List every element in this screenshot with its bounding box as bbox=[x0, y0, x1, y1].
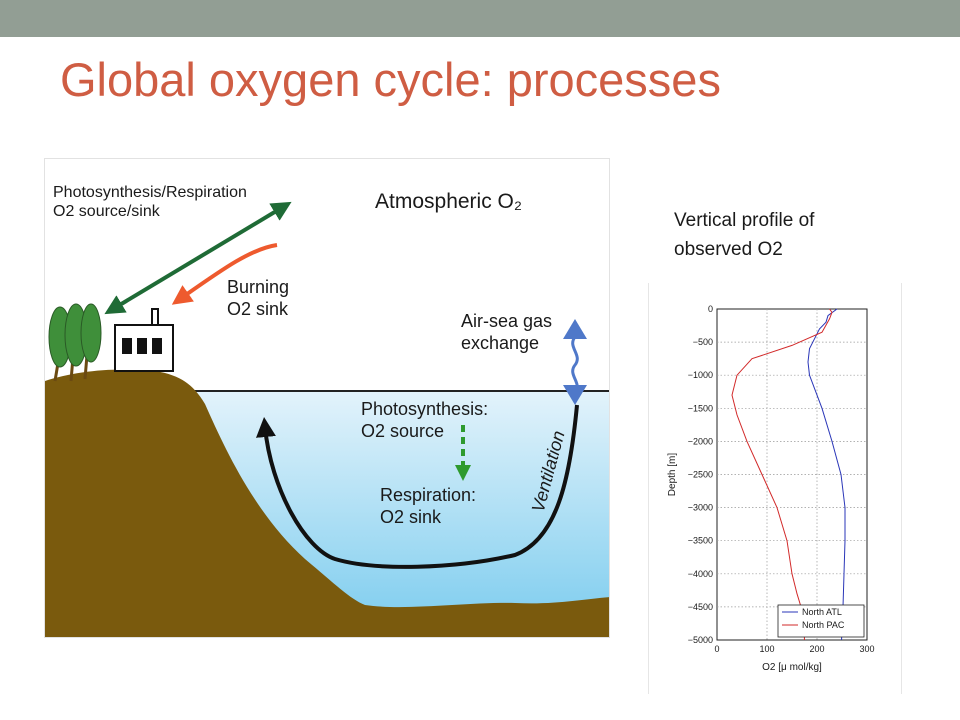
profile-caption: Vertical profile of observed O2 bbox=[674, 206, 814, 264]
diagram-canvas bbox=[45, 201, 609, 637]
factory-icon bbox=[114, 308, 174, 372]
profile-caption-line2: observed O2 bbox=[674, 239, 783, 260]
x-tick-label: 0 bbox=[714, 644, 719, 654]
top-accent-bar bbox=[0, 0, 960, 37]
air-sea-up-arrowhead bbox=[563, 319, 587, 339]
ventilation-circulation-arrow bbox=[256, 404, 579, 569]
legend-box bbox=[777, 604, 865, 638]
y-tick-label: −4500 bbox=[688, 602, 713, 612]
photosynthesis-respiration-arrow bbox=[104, 201, 292, 315]
air-sea-exchange-arrow bbox=[571, 336, 579, 394]
y-tick-label: −1500 bbox=[688, 403, 713, 413]
air-sea-down-arrowhead bbox=[563, 385, 587, 405]
y-tick-label: −2000 bbox=[688, 436, 713, 446]
y-axis-label: Depth [m] bbox=[667, 453, 678, 497]
label-photosynthesis: Photosynthesis: O2 source bbox=[361, 399, 489, 441]
land-mass bbox=[45, 369, 609, 637]
y-tick-label: −5000 bbox=[688, 635, 713, 645]
x-axis-label: O2 [μ mol/kg] bbox=[762, 662, 822, 673]
y-tick-label: −2500 bbox=[688, 470, 713, 480]
y-tick-label: −1000 bbox=[688, 370, 713, 380]
y-tick-label: −4000 bbox=[688, 569, 713, 579]
burning-arrow bbox=[171, 243, 278, 305]
x-tick-label: 200 bbox=[809, 644, 824, 654]
label-burning: Burning O2 sink bbox=[227, 277, 290, 319]
profile-caption-line1: Vertical profile of bbox=[674, 210, 815, 231]
x-tick-label: 100 bbox=[759, 644, 774, 654]
oxygen-cycle-diagram: Photosynthesis/Respiration O2 source/sin… bbox=[44, 158, 610, 638]
label-photo-resp: Photosynthesis/Respiration O2 source/sin… bbox=[53, 184, 247, 221]
slide-title: Global oxygen cycle: processes bbox=[60, 53, 721, 106]
trees-icon bbox=[48, 303, 102, 382]
label-air-sea-exchange: Air-sea gas exchange bbox=[461, 311, 553, 353]
legend-label: North PAC bbox=[802, 620, 845, 630]
y-tick-label: −500 bbox=[693, 337, 713, 347]
o2-profile-chart: 0 100 200 300 0 −500 −1000 −1500 −2000 −2500 −3000… bbox=[648, 283, 902, 694]
y-tick-label: −3000 bbox=[688, 503, 713, 513]
y-tick-label: −3500 bbox=[688, 536, 713, 546]
y-tick-label: 0 bbox=[708, 304, 713, 314]
legend-label: North ATL bbox=[802, 607, 842, 617]
label-atmospheric-o2: Atmospheric O₂ bbox=[375, 190, 523, 213]
x-tick-label: 300 bbox=[859, 644, 874, 654]
o2-profile-canvas: 0 100 200 300 0 −500 −1000 −1500 −2000 −2500 −3000… bbox=[667, 304, 875, 673]
label-respiration: Respiration: O2 sink bbox=[380, 485, 477, 527]
